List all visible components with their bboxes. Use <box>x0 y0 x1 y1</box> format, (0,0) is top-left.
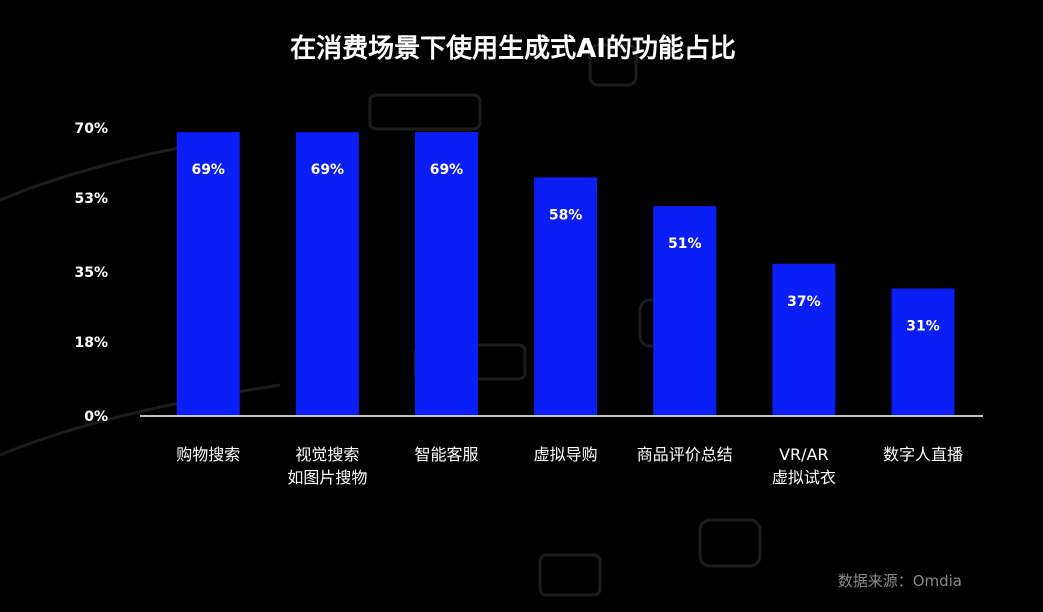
bar <box>414 132 478 416</box>
bars <box>176 132 955 416</box>
y-tick-label: 35% <box>74 265 108 281</box>
bar <box>295 132 359 416</box>
data-label: 58% <box>549 207 583 223</box>
x-tick-label: VR/AR <box>779 445 829 464</box>
x-tick-label: 购物搜索 <box>176 445 240 464</box>
y-axis-ticks: 0% 18% 35% 53% 70% <box>74 121 108 425</box>
y-tick-label: 0% <box>84 409 108 425</box>
x-tick-label: 虚拟试衣 <box>772 468 836 487</box>
x-tick-label: 数字人直播 <box>883 445 963 464</box>
data-labels: 69% 69% 69% 58% 51% 37% 31% <box>191 162 939 334</box>
y-tick-label: 53% <box>74 191 108 207</box>
x-tick-label: 视觉搜索 <box>295 445 359 464</box>
x-tick-label: 商品评价总结 <box>637 445 733 464</box>
x-tick-label: 智能客服 <box>414 445 478 464</box>
data-label: 69% <box>191 162 225 178</box>
bar <box>891 288 955 416</box>
source-note: 数据来源：Omdia <box>838 572 962 590</box>
data-label: 69% <box>430 162 464 178</box>
bar <box>176 132 240 416</box>
chart-title: 在消费场景下使用生成式AI的功能占比 <box>290 33 736 64</box>
watermark <box>0 43 762 597</box>
y-tick-label: 18% <box>74 335 108 351</box>
x-tick-label: 虚拟导购 <box>534 445 598 464</box>
bar <box>534 177 598 416</box>
x-tick-label: 如图片搜物 <box>287 468 367 487</box>
data-label: 37% <box>787 294 821 310</box>
bar <box>772 263 836 416</box>
data-label: 69% <box>311 162 345 178</box>
y-tick-label: 70% <box>74 121 108 137</box>
data-label: 51% <box>668 236 702 252</box>
bar <box>653 206 717 416</box>
data-label: 31% <box>906 318 940 334</box>
